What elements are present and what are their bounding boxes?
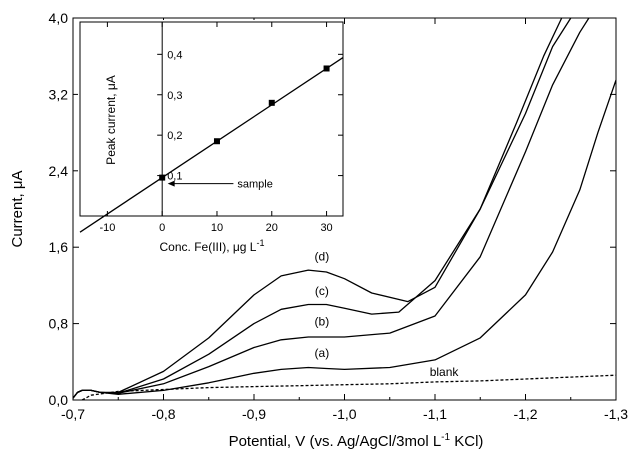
main-y-tick-label: 2,4 [49,163,69,179]
curve-label-d: (d) [315,250,330,264]
main-curves [72,17,617,401]
inset-x-tick-label: -10 [99,222,115,234]
main-curve-labels: blank (a) (b) (c) (d) [315,250,460,380]
inset-ticks: -10 0 10 20 30 0,1 0,2 0,3 0,4 [99,22,343,234]
inset-x-tick-label: 0 [159,222,165,234]
main-y-tick-label: 0,8 [49,316,69,332]
inset-data-point [213,138,220,145]
curve-label-a: (a) [315,346,330,360]
inset-fit-line [79,57,344,233]
curve-label-c: (c) [315,284,329,298]
inset-plot-frame [79,21,344,217]
curve-label-b: (b) [315,315,330,329]
main-x-tick-label: -0,7 [61,406,85,422]
inset-y-tick-label: 0,3 [167,90,182,102]
main-x-tick-label: -1,2 [513,406,537,422]
inset-data-point [159,174,166,181]
main-x-axis-title-sup: -1 [441,432,450,443]
inset-data-point [268,99,275,106]
main-y-axis-title: Current, μA [9,171,26,248]
inset-data-point [323,65,330,72]
main-x-tick-label: -1,0 [332,406,356,422]
inset-x-axis-title-sup: -1 [256,238,264,248]
sample-arrow-head [167,180,175,187]
main-x-tick-label: -0,8 [151,406,175,422]
inset-x-tick-label: 10 [211,222,223,234]
main-y-tick-label: 4,0 [49,10,69,26]
sample-label: sample [237,179,272,191]
series-d-line [72,17,563,399]
curve-label-blank: blank [430,365,460,379]
main-x-tick-label: -1,1 [423,406,447,422]
inset-x-tick-label: 30 [320,222,332,234]
main-y-tick-label: 1,6 [49,239,69,255]
main-y-tick-label: 3,2 [49,86,69,102]
main-x-axis-title: Potential, V (vs. Ag/AgCl/3mol L-1 KCl) [229,432,484,450]
inset-y-tick-label: 0,4 [167,49,182,61]
inset-y-tick-label: 0,1 [167,171,182,183]
inset-plot: sample [79,22,344,233]
main-x-tick-label: -1,3 [604,406,628,422]
main-ticks: -0,7 -0,8 -0,9 -1,0 -1,1 -1,2 -1,3 0,0 0,8 1,6 2,4… [49,10,629,422]
inset-y-tick-label: 0,2 [167,130,182,142]
inset-x-tick-label: 20 [266,222,278,234]
inset-y-axis-title: Peak current, μA [104,75,118,165]
main-y-tick-label: 0,0 [49,392,69,408]
inset-x-axis-title: Conc. Fe(III), μg L-1 [160,238,265,254]
main-x-tick-label: -0,9 [242,406,266,422]
